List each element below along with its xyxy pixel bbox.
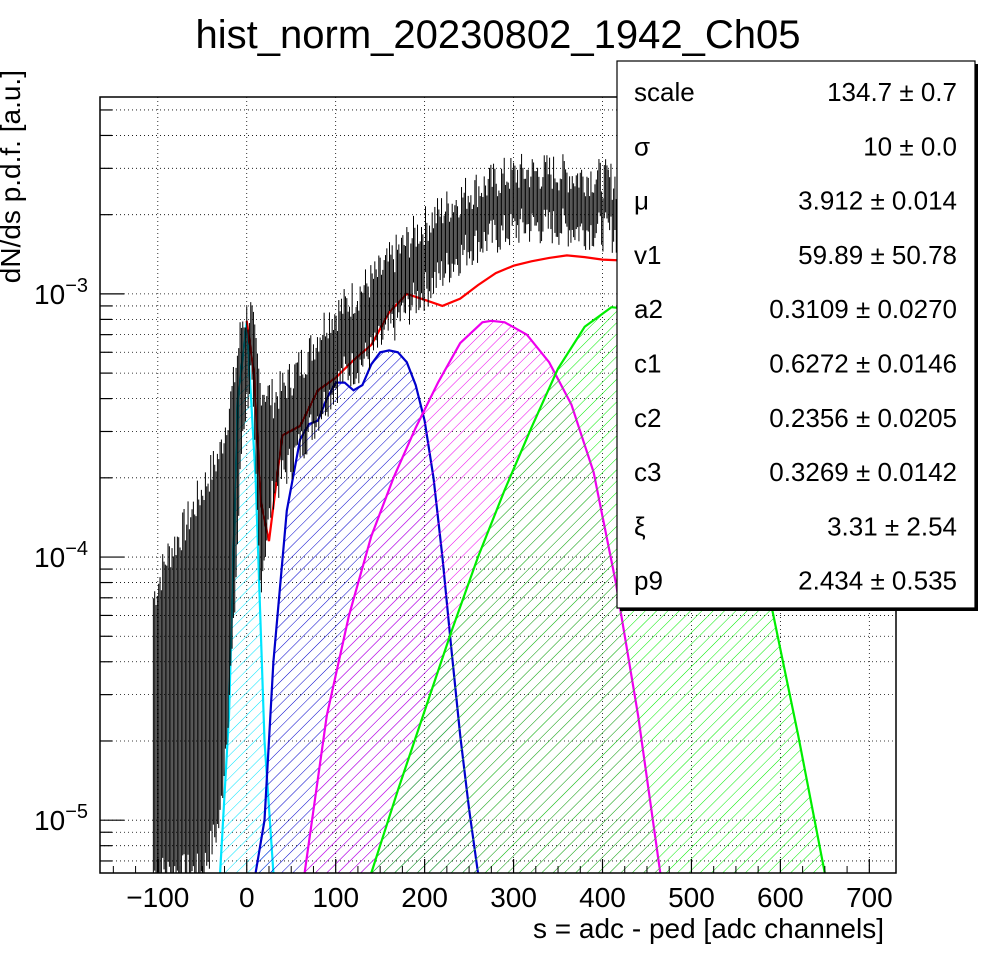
x-tick-label: 600 [757,882,804,913]
x-tick-label: 400 [579,882,626,913]
chart-title: hist_norm_20230802_1942_Ch05 [196,13,801,57]
y-axis-label: dN/ds p.d.f. [a.u.] [0,70,26,283]
stat-name: scale [634,77,695,107]
stat-value: 0.2356 ± 0.0205 [769,403,957,433]
stat-name: μ [634,186,649,216]
stat-name: c1 [634,349,661,379]
y-tick-label: 10−3 [34,275,88,310]
y-tick-label: 10−5 [34,801,88,836]
stat-name: c3 [634,457,661,487]
stat-value: 59.89 ± 50.78 [798,240,957,270]
stat-name: c2 [634,403,661,433]
stats-frame [616,60,976,609]
x-tick-label: 0 [239,882,255,913]
stat-name: ξ [634,511,646,541]
x-tick-label: 500 [668,882,715,913]
stat-value: 2.434 ± 0.535 [798,566,957,596]
stat-name: a2 [634,294,663,324]
x-tick-label: 100 [312,882,359,913]
x-axis-label: s = adc - ped [adc channels] [533,913,884,944]
x-tick-label: −100 [126,882,189,913]
stat-name: p9 [634,566,663,596]
stat-value: 3.912 ± 0.014 [798,186,957,216]
x-tick-label: 300 [490,882,537,913]
histogram-data [152,153,665,873]
axis-ticks: −100 0 100 200 300 400 500 600 700 10−5 10−4 10−3 [34,109,893,913]
stat-value: 134.7 ± 0.7 [827,77,957,107]
x-tick-label: 200 [401,882,448,913]
stat-name: v1 [634,240,661,270]
y-tick-label: 10−4 [34,538,88,573]
stat-value: 10 ± 0.0 [863,131,957,161]
stat-value: 0.3269 ± 0.0142 [769,457,957,487]
stat-value: 0.6272 ± 0.0146 [769,349,957,379]
stat-value: 3.31 ± 2.54 [827,511,957,541]
series-pedestal-fill [220,322,274,873]
fit-parameters-box: scale 134.7 ± 0.7 σ 10 ± 0.0 μ 3.912 ± 0.014 v… [616,60,978,611]
fit-curves [219,254,888,874]
stat-value: 0.3109 ± 0.0270 [769,294,957,324]
stat-name: σ [634,131,650,161]
x-tick-label: 700 [846,882,893,913]
